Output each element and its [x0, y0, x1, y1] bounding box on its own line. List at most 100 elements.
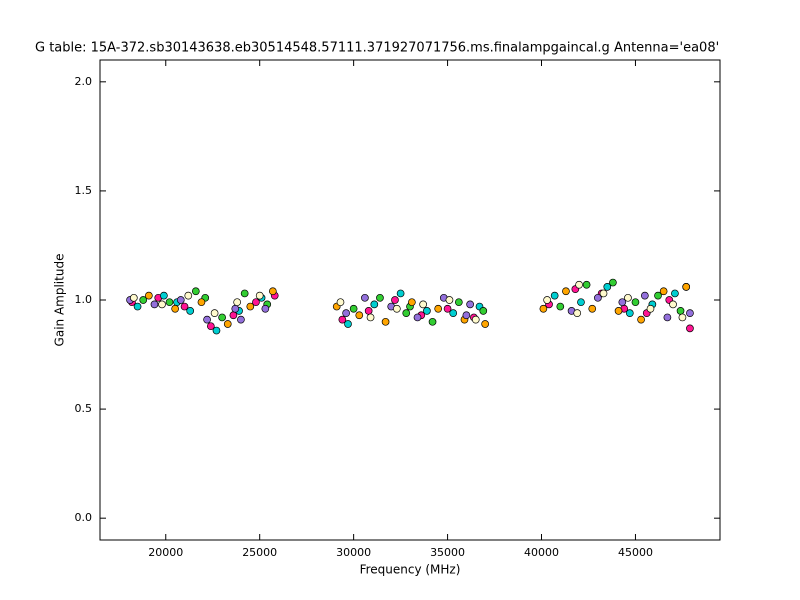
- point: [381, 317, 390, 326]
- point: [150, 300, 159, 309]
- point: [144, 291, 153, 300]
- y-tick-label: 1.5: [75, 184, 93, 197]
- point: [336, 298, 345, 307]
- point: [240, 289, 249, 298]
- point: [376, 293, 384, 302]
- y-tick-label: 1.0: [75, 293, 93, 306]
- y-tick-label: 2.0: [75, 75, 93, 88]
- x-tick-label: 20000: [148, 546, 183, 559]
- x-axis-label: Frequency (MHz): [360, 563, 461, 577]
- point: [631, 298, 640, 307]
- point: [210, 309, 219, 317]
- point: [171, 304, 180, 313]
- point: [669, 300, 677, 309]
- point: [428, 317, 437, 326]
- point: [614, 307, 623, 315]
- point: [556, 302, 565, 311]
- point: [479, 307, 488, 315]
- point: [419, 300, 428, 309]
- point: [231, 304, 240, 313]
- point: [223, 320, 232, 328]
- point: [186, 307, 195, 315]
- point: [462, 311, 471, 320]
- point: [449, 309, 458, 317]
- point: [671, 289, 679, 298]
- x-tick-label: 40000: [524, 546, 559, 559]
- point: [445, 296, 454, 304]
- chart-title: G table: 15A-372.sb30143638.eb30514548.5…: [35, 41, 719, 56]
- point: [618, 298, 627, 307]
- point: [686, 309, 694, 317]
- y-axis-label: Gain Amplitude: [53, 254, 67, 347]
- point: [588, 304, 597, 313]
- x-tick-label: 45000: [618, 546, 653, 559]
- point: [543, 296, 552, 304]
- point: [180, 302, 189, 311]
- point: [434, 304, 443, 313]
- point: [599, 289, 608, 298]
- point: [454, 298, 463, 307]
- point: [594, 293, 602, 302]
- point: [686, 324, 694, 333]
- point: [408, 298, 416, 307]
- point: [676, 307, 685, 315]
- y-tick-label: 0.5: [75, 402, 93, 415]
- point: [246, 302, 255, 311]
- point: [603, 283, 612, 291]
- point: [158, 300, 166, 309]
- point: [139, 296, 148, 304]
- point: [654, 291, 662, 300]
- point: [550, 291, 559, 300]
- point: [133, 302, 142, 311]
- point: [197, 298, 206, 307]
- point: [413, 313, 422, 322]
- point: [129, 293, 138, 302]
- point: [344, 320, 352, 328]
- point: [252, 298, 260, 307]
- point: [663, 313, 672, 322]
- point: [637, 315, 645, 324]
- point: [261, 304, 270, 313]
- point: [396, 289, 405, 298]
- point: [176, 296, 185, 304]
- point: [646, 304, 655, 313]
- point: [539, 304, 548, 313]
- point: [562, 287, 570, 296]
- point: [402, 309, 411, 317]
- x-tick-label: 30000: [336, 546, 371, 559]
- point: [575, 280, 583, 289]
- point: [443, 304, 452, 313]
- point: [577, 298, 585, 307]
- point: [609, 278, 617, 287]
- point: [366, 313, 375, 322]
- point: [218, 313, 226, 322]
- point: [364, 307, 373, 315]
- point: [355, 311, 364, 320]
- point: [625, 309, 634, 317]
- point: [391, 296, 399, 304]
- point: [342, 309, 350, 317]
- x-tick-label: 25000: [242, 546, 277, 559]
- point: [682, 283, 691, 291]
- point: [466, 300, 474, 309]
- point: [370, 300, 379, 309]
- point: [206, 322, 215, 331]
- point: [481, 320, 490, 328]
- point: [573, 309, 582, 317]
- point: [255, 291, 264, 300]
- point: [160, 291, 168, 300]
- point: [392, 304, 401, 313]
- point: [191, 287, 200, 296]
- point: [165, 298, 174, 307]
- point: [361, 293, 369, 302]
- point: [678, 313, 687, 322]
- point: [233, 298, 242, 307]
- point: [268, 287, 277, 296]
- point: [184, 291, 193, 300]
- point: [640, 291, 649, 300]
- y-tick-label: 0.0: [75, 511, 93, 524]
- point: [349, 304, 358, 313]
- point: [338, 315, 347, 324]
